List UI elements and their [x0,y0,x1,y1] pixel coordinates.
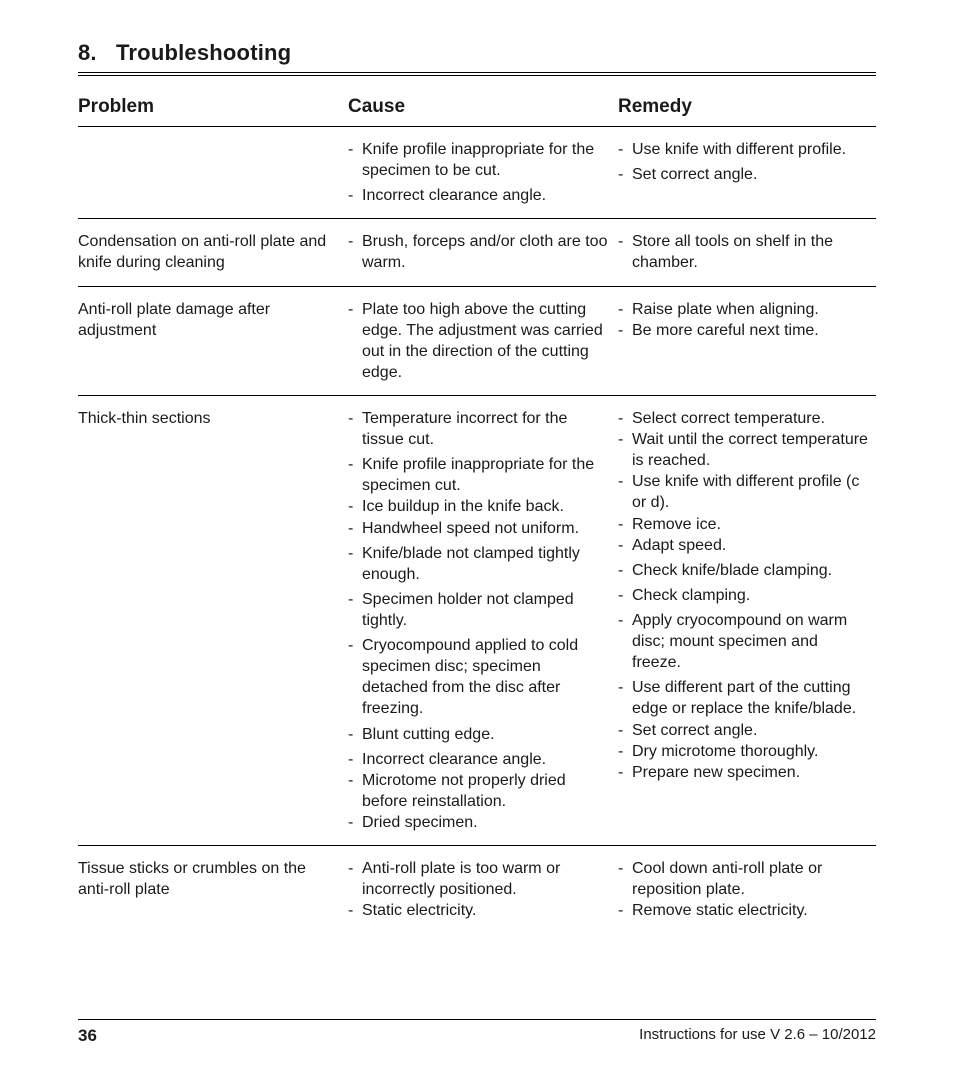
list-item: Blunt cutting edge. [348,724,610,745]
list-item: Cool down anti-roll plate or reposition … [618,858,868,900]
list-item: Dry microtome thoroughly. [618,741,868,762]
list-item: Adapt speed. [618,535,868,556]
table-row: Knife profile inappropriate for the spec… [78,127,876,219]
list-item: Dried specimen. [348,812,610,833]
list-item: Incorrect clearance angle. [348,185,610,206]
cause-cell: Temperature incorrect for the tissue cut… [348,395,618,845]
table-row: Tissue sticks or crumbles on the anti-ro… [78,846,876,934]
list-item: Be more careful next time. [618,320,868,341]
list-item: Remove static electricity. [618,900,868,921]
list-item: Check knife/blade clamping. [618,560,868,581]
remedy-cell: Store all tools on shelf in the chamber. [618,219,876,286]
list-item: Knife profile inappropriate for the spec… [348,139,610,181]
problem-cell: Condensation on anti-roll plate and knif… [78,219,348,286]
section-number: 8. [78,40,116,66]
table-row: Thick-thin sectionsTemperature incorrect… [78,395,876,845]
section-heading: Troubleshooting [116,40,291,65]
col-header-remedy: Remedy [618,90,876,127]
list-item: Cryocompound applied to cold specimen di… [348,635,610,719]
list-item: Handwheel speed not uniform. [348,518,610,539]
list-item: Prepare new specimen. [618,762,868,783]
list-item: Plate too high above the cutting edge. T… [348,299,610,383]
item-list: Brush, forceps and/or cloth are too warm… [348,231,610,273]
item-list: Temperature incorrect for the tissue cut… [348,408,610,833]
remedy-cell: Cool down anti-roll plate or reposition … [618,846,876,934]
table-row: Condensation on anti-roll plate and knif… [78,219,876,286]
list-item: Specimen holder not clamped tightly. [348,589,610,631]
troubleshooting-table: Problem Cause Remedy Knife profile inapp… [78,90,876,933]
remedy-cell: Raise plate when aligning.Be more carefu… [618,286,876,395]
list-item: Knife profile inappropriate for the spec… [348,454,610,496]
list-item: Remove ice. [618,514,868,535]
cause-cell: Brush, forceps and/or cloth are too warm… [348,219,618,286]
item-list: Cool down anti-roll plate or reposition … [618,858,868,921]
item-list: Select correct temperature.Wait until th… [618,408,868,783]
list-item: Static electricity. [348,900,610,921]
problem-cell: Anti-roll plate damage after adjustment [78,286,348,395]
list-item: Store all tools on shelf in the chamber. [618,231,868,273]
list-item: Set correct angle. [618,164,868,185]
page-number: 36 [78,1026,97,1046]
col-header-problem: Problem [78,90,348,127]
page-footer: 36 Instructions for use V 2.6 – 10/2012 [78,1019,876,1046]
list-item: Use different part of the cutting edge o… [618,677,868,719]
col-header-cause: Cause [348,90,618,127]
list-item: Wait until the correct temperature is re… [618,429,868,471]
footer-note: Instructions for use V 2.6 – 10/2012 [639,1026,876,1046]
list-item: Ice buildup in the knife back. [348,496,610,517]
problem-cell: Thick-thin sections [78,395,348,845]
list-item: Raise plate when aligning. [618,299,868,320]
list-item: Incorrect clearance angle. [348,749,610,770]
item-list: Knife profile inappropriate for the spec… [348,139,610,206]
list-item: Temperature incorrect for the tissue cut… [348,408,610,450]
table-row: Anti-roll plate damage after adjustmentP… [78,286,876,395]
section-title: 8.Troubleshooting [78,40,876,76]
remedy-cell: Use knife with different profile. Set cor… [618,127,876,219]
item-list: Raise plate when aligning.Be more carefu… [618,299,868,341]
item-list: Store all tools on shelf in the chamber. [618,231,868,273]
list-item: Anti-roll plate is too warm or incorrect… [348,858,610,900]
problem-cell: Tissue sticks or crumbles on the anti-ro… [78,846,348,934]
list-item: Use knife with different profile (c or d… [618,471,868,513]
cause-cell: Anti-roll plate is too warm or incorrect… [348,846,618,934]
problem-cell [78,127,348,219]
list-item: Knife/blade not clamped tightly enough. [348,543,610,585]
remedy-cell: Select correct temperature.Wait until th… [618,395,876,845]
list-item: Microtome not properly dried before rein… [348,770,610,812]
list-item: Select correct temperature. [618,408,868,429]
list-item: Apply cryocompound on warm disc; mount s… [618,610,868,673]
list-item: Use knife with different profile. [618,139,868,160]
cause-cell: Plate too high above the cutting edge. T… [348,286,618,395]
item-list: Plate too high above the cutting edge. T… [348,299,610,383]
list-item: Brush, forceps and/or cloth are too warm… [348,231,610,273]
cause-cell: Knife profile inappropriate for the spec… [348,127,618,219]
list-item: Check clamping. [618,585,868,606]
item-list: Use knife with different profile. Set cor… [618,139,868,185]
item-list: Anti-roll plate is too warm or incorrect… [348,858,610,921]
list-item: Set correct angle. [618,720,868,741]
